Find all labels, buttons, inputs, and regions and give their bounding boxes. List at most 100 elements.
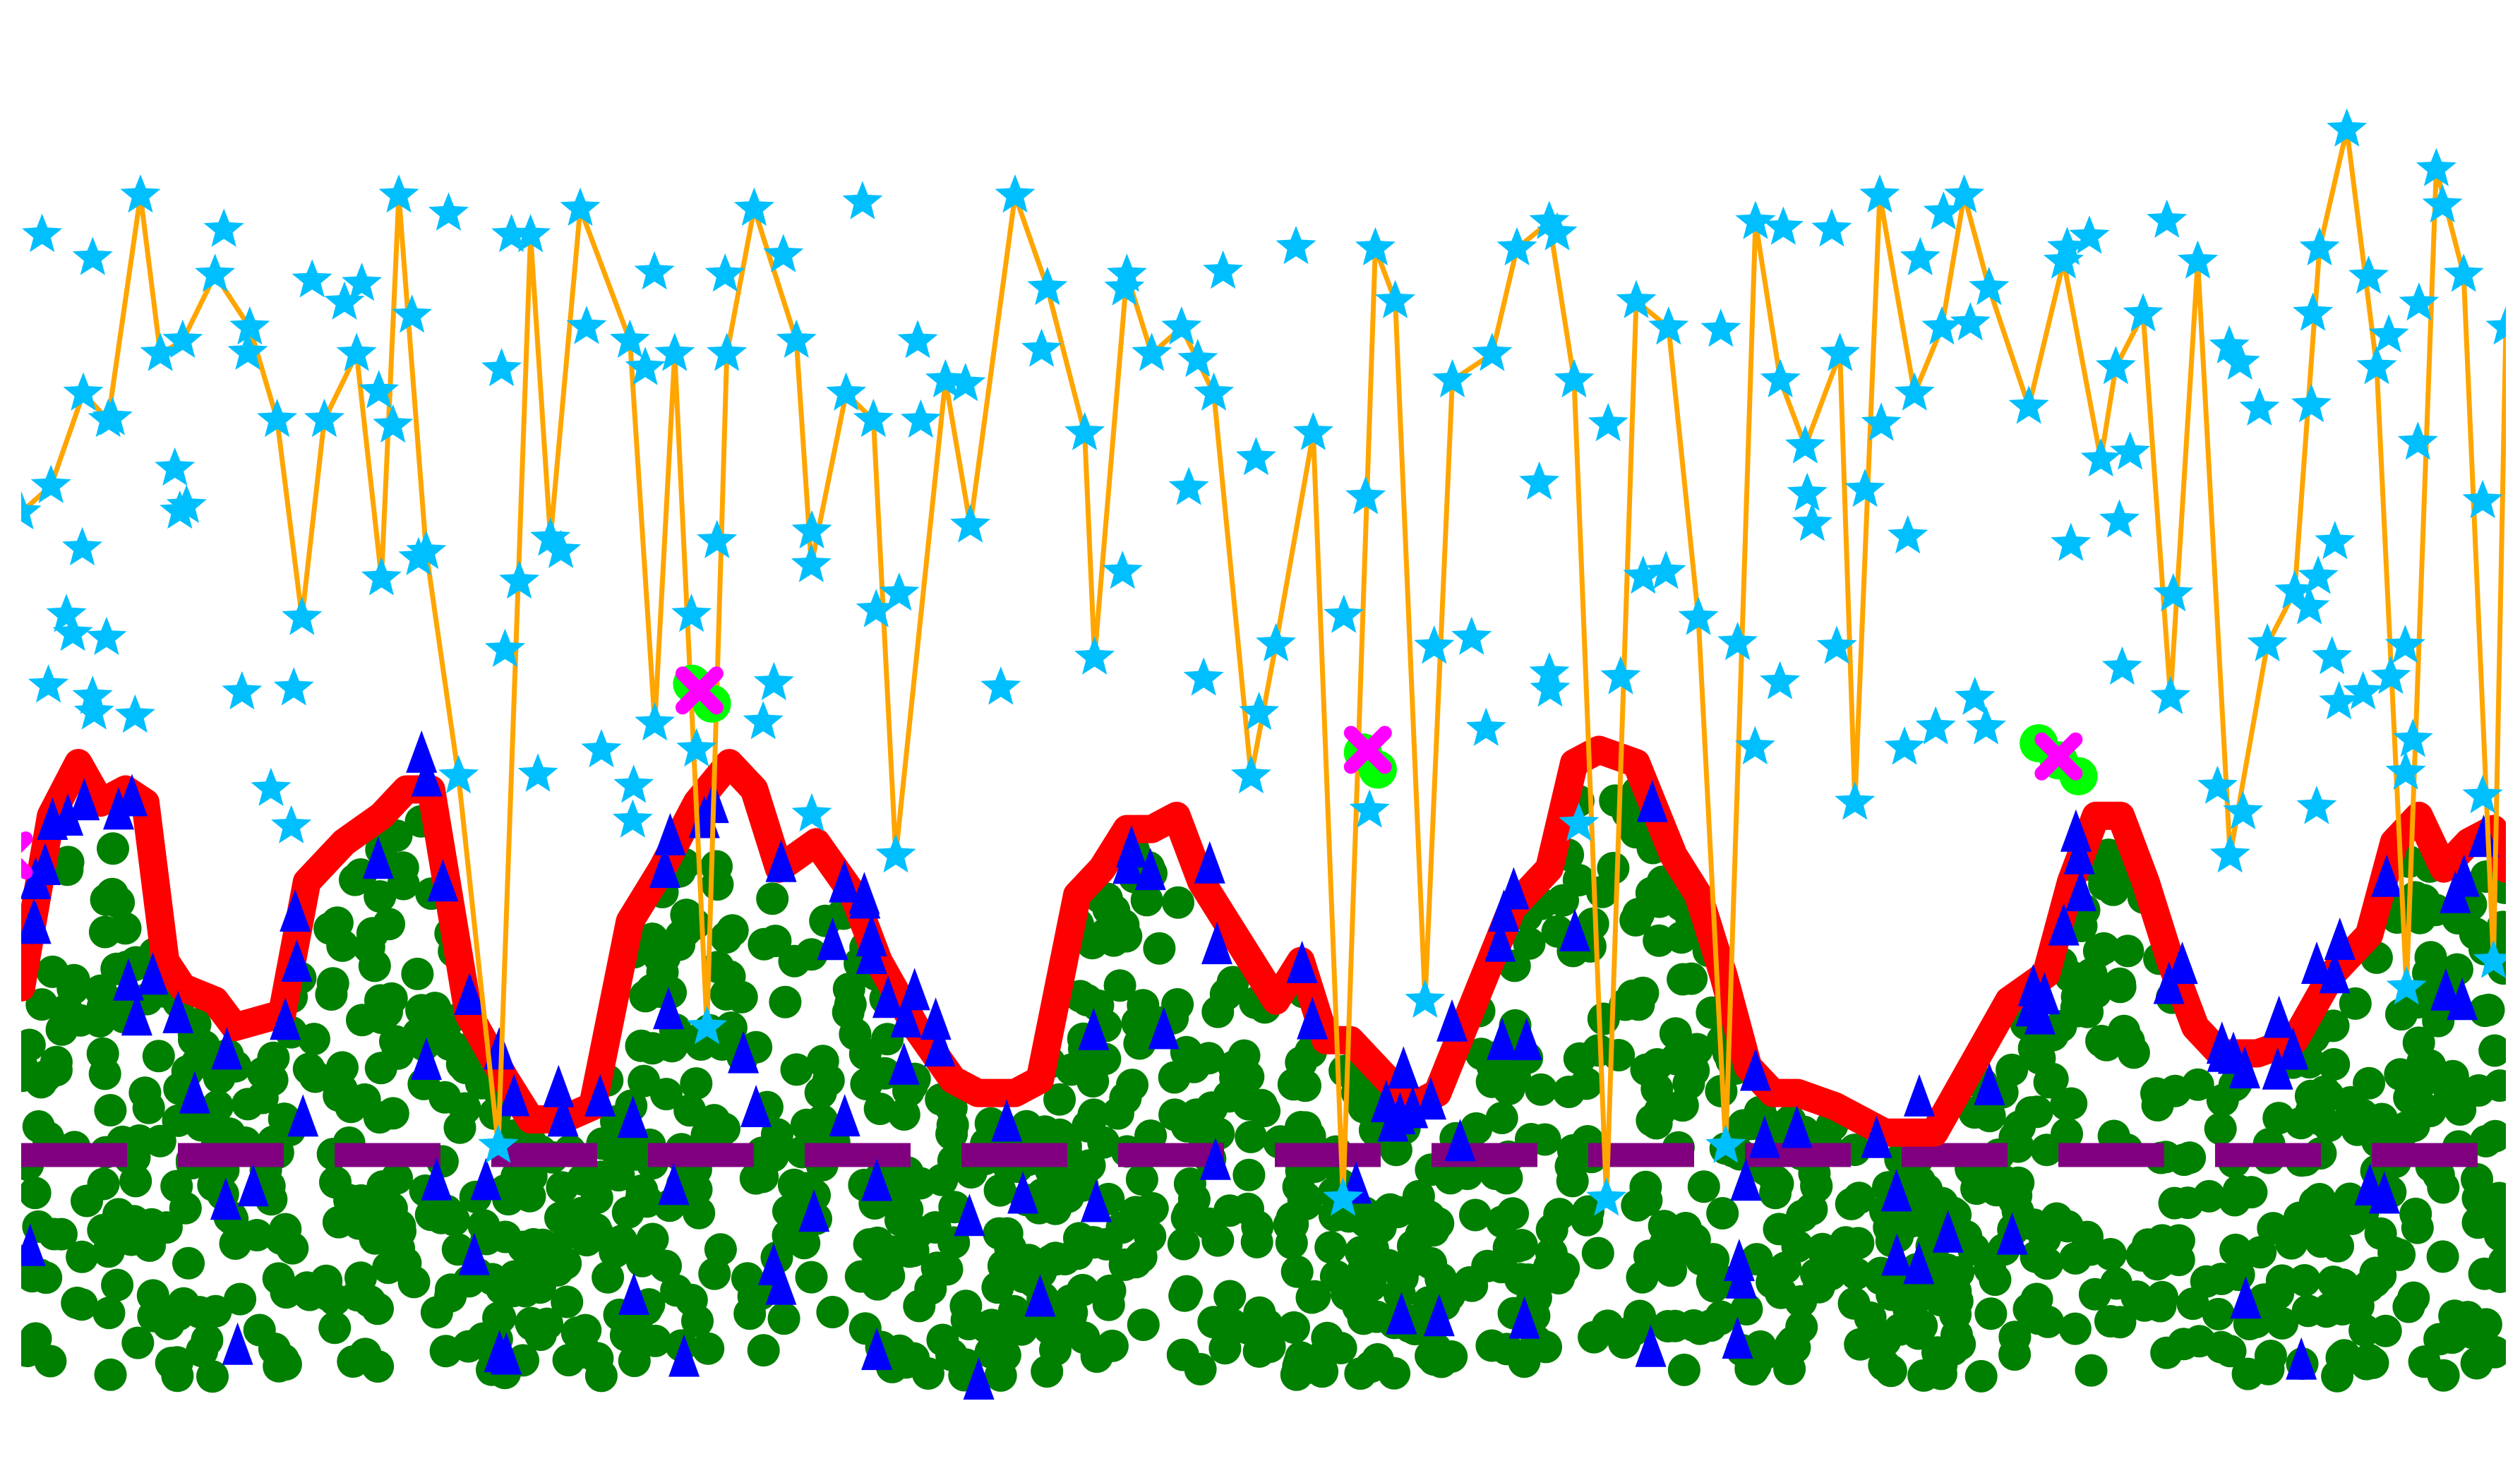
green-point [1675, 962, 1708, 995]
green-point [1285, 1046, 1318, 1079]
blue-triangle [1377, 1099, 1409, 1142]
green-point [515, 1308, 548, 1341]
green-point [1874, 1354, 1907, 1388]
green-point [2075, 1354, 2108, 1387]
green-point [25, 988, 59, 1021]
blue-triangle [1974, 1062, 2005, 1105]
green-point [602, 1159, 635, 1192]
green-point [926, 1323, 959, 1357]
magenta-x-stroke [1343, 726, 1392, 774]
green-point [492, 1183, 525, 1216]
gold-star [541, 529, 582, 568]
green-point [747, 1334, 780, 1367]
gold-star [560, 187, 601, 226]
gold-star [980, 666, 1021, 705]
blue-triangle [2301, 942, 2332, 984]
green-point [1143, 932, 1176, 965]
gold-star [1588, 402, 1628, 442]
blue-triangle [103, 787, 134, 830]
gold-star [763, 234, 804, 272]
green-point [339, 863, 371, 896]
green-point [2192, 1179, 2226, 1213]
green-point [21, 1177, 52, 1210]
gold-star [581, 728, 622, 768]
green-point [346, 1004, 378, 1037]
blue-triangle [817, 918, 848, 961]
green-point [1619, 903, 1652, 937]
gold-star [140, 332, 181, 371]
green-point [1280, 1255, 1314, 1288]
green-point [364, 880, 397, 913]
green-point [1629, 1170, 1662, 1203]
blue-triangle [2324, 918, 2356, 960]
gold-star [406, 530, 447, 570]
green-point [1172, 1198, 1205, 1231]
green-point [1383, 1277, 1416, 1311]
gold-star [373, 404, 414, 443]
gold-star [1530, 668, 1571, 707]
gold-star [2051, 522, 2092, 561]
blue-triangle [1484, 919, 1516, 962]
gold-star [1760, 661, 1801, 699]
green-point [1167, 1227, 1200, 1261]
gold-star [1064, 411, 1105, 450]
gold-star [30, 464, 71, 503]
gold-star [791, 543, 832, 582]
green-point [994, 1232, 1027, 1265]
green-point [788, 1227, 821, 1260]
green-point [2205, 1263, 2238, 1295]
blue-triangle [765, 1262, 797, 1305]
gold-star [271, 805, 312, 843]
green-point [1903, 1165, 1936, 1198]
green-point [2414, 941, 2447, 974]
gold-star [1921, 306, 1962, 345]
green-point [1602, 1039, 1636, 1071]
blue-triangle [899, 968, 930, 1011]
green-point [664, 920, 697, 953]
blue-triangle [920, 997, 952, 1040]
green-point [2469, 1124, 2502, 1158]
green-point [315, 978, 348, 1011]
green-point [2111, 934, 2144, 968]
green-point [1289, 1188, 1322, 1220]
green-point [2488, 1246, 2506, 1278]
green-point [1485, 1102, 1518, 1134]
green-point [1786, 1199, 1819, 1232]
green-point [1486, 1206, 1518, 1238]
blue-triangle [1134, 848, 1166, 891]
green-point [2214, 1335, 2247, 1368]
gold-star [671, 594, 712, 632]
green-point [467, 1209, 500, 1242]
gold-star [2296, 786, 2337, 824]
gold-star [114, 694, 155, 733]
blue-triangle [1007, 1171, 1039, 1214]
blue-triangle [668, 1334, 700, 1377]
blue-triangle [991, 1099, 1023, 1142]
green-point [701, 868, 734, 901]
blue-triangle [798, 1189, 830, 1232]
green-point [1844, 1328, 1877, 1361]
blue-triangle [362, 836, 394, 879]
green-point [1939, 1298, 1972, 1331]
gold-star [491, 214, 532, 253]
gold-star [2291, 383, 2332, 423]
gold-star [2485, 306, 2506, 345]
blue-triangle [584, 1074, 616, 1117]
green-point [673, 1094, 707, 1127]
green-point [373, 908, 405, 941]
gold-star [2385, 751, 2426, 790]
gold-star [1537, 212, 1578, 251]
green-point [1669, 1212, 1702, 1244]
gold-star [925, 359, 966, 398]
green-point [299, 1060, 332, 1093]
green-point [1706, 1197, 1739, 1229]
green-point [2262, 1277, 2295, 1310]
green-point [40, 1054, 73, 1087]
green-point [2478, 1335, 2506, 1369]
blue-triangle [1148, 1006, 1180, 1050]
green-point [2369, 1314, 2402, 1347]
gold-star [1955, 676, 1996, 715]
blue-triangle [484, 1330, 515, 1373]
green-point [756, 882, 789, 915]
green-point [2328, 1339, 2360, 1372]
